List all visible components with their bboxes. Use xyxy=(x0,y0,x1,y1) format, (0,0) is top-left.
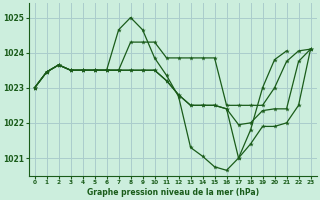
X-axis label: Graphe pression niveau de la mer (hPa): Graphe pression niveau de la mer (hPa) xyxy=(86,188,259,197)
